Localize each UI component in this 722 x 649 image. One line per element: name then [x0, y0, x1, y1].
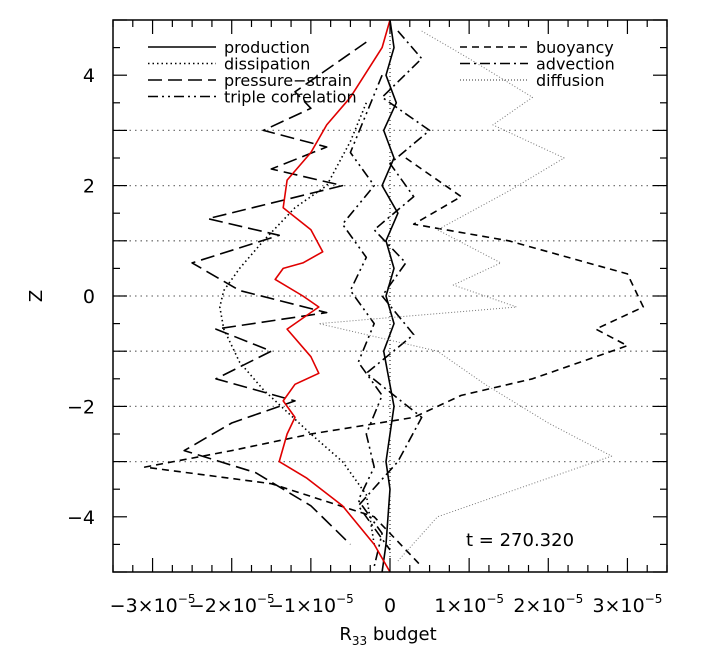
y-tick-label: 2 — [83, 176, 95, 198]
y-tick-labels: −4 −2 0 2 4 — [67, 65, 95, 529]
series-advection — [357, 30, 431, 551]
gridlines — [113, 20, 667, 572]
series-triple-correlation — [341, 74, 383, 567]
y-axis-title: Z — [26, 290, 47, 302]
x-tick-label: −3×10−5 — [110, 592, 196, 617]
x-tick-label-mantissa: −1×10 — [268, 595, 336, 617]
series-pressure-strain — [183, 41, 367, 545]
series-lines — [143, 19, 645, 573]
x-tick-label-mantissa: 3×10 — [592, 595, 644, 617]
x-tick-label-mantissa: 1×10 — [434, 595, 486, 617]
legend-label-advection: advection — [536, 55, 615, 74]
x-tick-label: −2×10−5 — [189, 592, 275, 617]
axis-ticks — [112, 19, 668, 573]
x-tick-label-mantissa: −2×10 — [189, 595, 257, 617]
x-tick-label: 1×10−5 — [434, 592, 504, 617]
series-total — [274, 19, 391, 573]
x-tick-label-exponent: −5 — [336, 592, 354, 606]
x-tick-label-exponent: −5 — [178, 592, 196, 606]
x-tick-label-mantissa: 2×10 — [513, 595, 565, 617]
y-tick-label: −4 — [67, 507, 95, 529]
y-tick-label: 4 — [83, 65, 95, 87]
x-tick-label: −1×10−5 — [268, 592, 354, 617]
series-buoyancy — [143, 157, 645, 568]
x-axis-title-subscript: 33 — [352, 634, 367, 648]
x-tick-label: 0 — [384, 595, 396, 617]
x-tick-label-exponent: −5 — [645, 592, 663, 606]
x-axis-title-suffix: budget — [367, 624, 437, 645]
x-tick-label-exponent: −5 — [257, 592, 275, 606]
time-annotation: t = 270.320 — [466, 530, 574, 551]
x-tick-label-exponent: −5 — [566, 592, 584, 606]
x-tick-labels: −3×10−5−2×10−5−1×10−5 0 1×10−5 2×10−5 3×10−5 — [110, 592, 663, 617]
x-axis-title: R33 budget — [339, 624, 436, 648]
y-tick-label: 0 — [83, 286, 95, 308]
x-tick-label: 3×10−5 — [592, 592, 662, 617]
legend-label-diffusion: diffusion — [536, 71, 604, 90]
legend-label-triple-correlation: triple correlation — [224, 88, 357, 107]
x-axis-title-main: R — [339, 624, 352, 645]
x-tick-label: 2×10−5 — [513, 592, 583, 617]
legend-label-pressure-strain: pressure−strain — [224, 71, 352, 90]
x-tick-label-exponent: −5 — [486, 592, 504, 606]
legend-label-production: production — [224, 38, 310, 57]
x-tick-label-mantissa: −3×10 — [110, 595, 178, 617]
x-tick-label-mantissa: 0 — [384, 595, 396, 617]
legend: productiondissipationpressure−straintrip… — [148, 38, 615, 107]
series-production — [381, 19, 399, 573]
legend-label-dissipation: dissipation — [224, 55, 310, 74]
y-tick-label: −2 — [67, 396, 95, 418]
series-diffusion — [318, 30, 613, 562]
legend-label-buoyancy: buoyancy — [536, 38, 614, 57]
